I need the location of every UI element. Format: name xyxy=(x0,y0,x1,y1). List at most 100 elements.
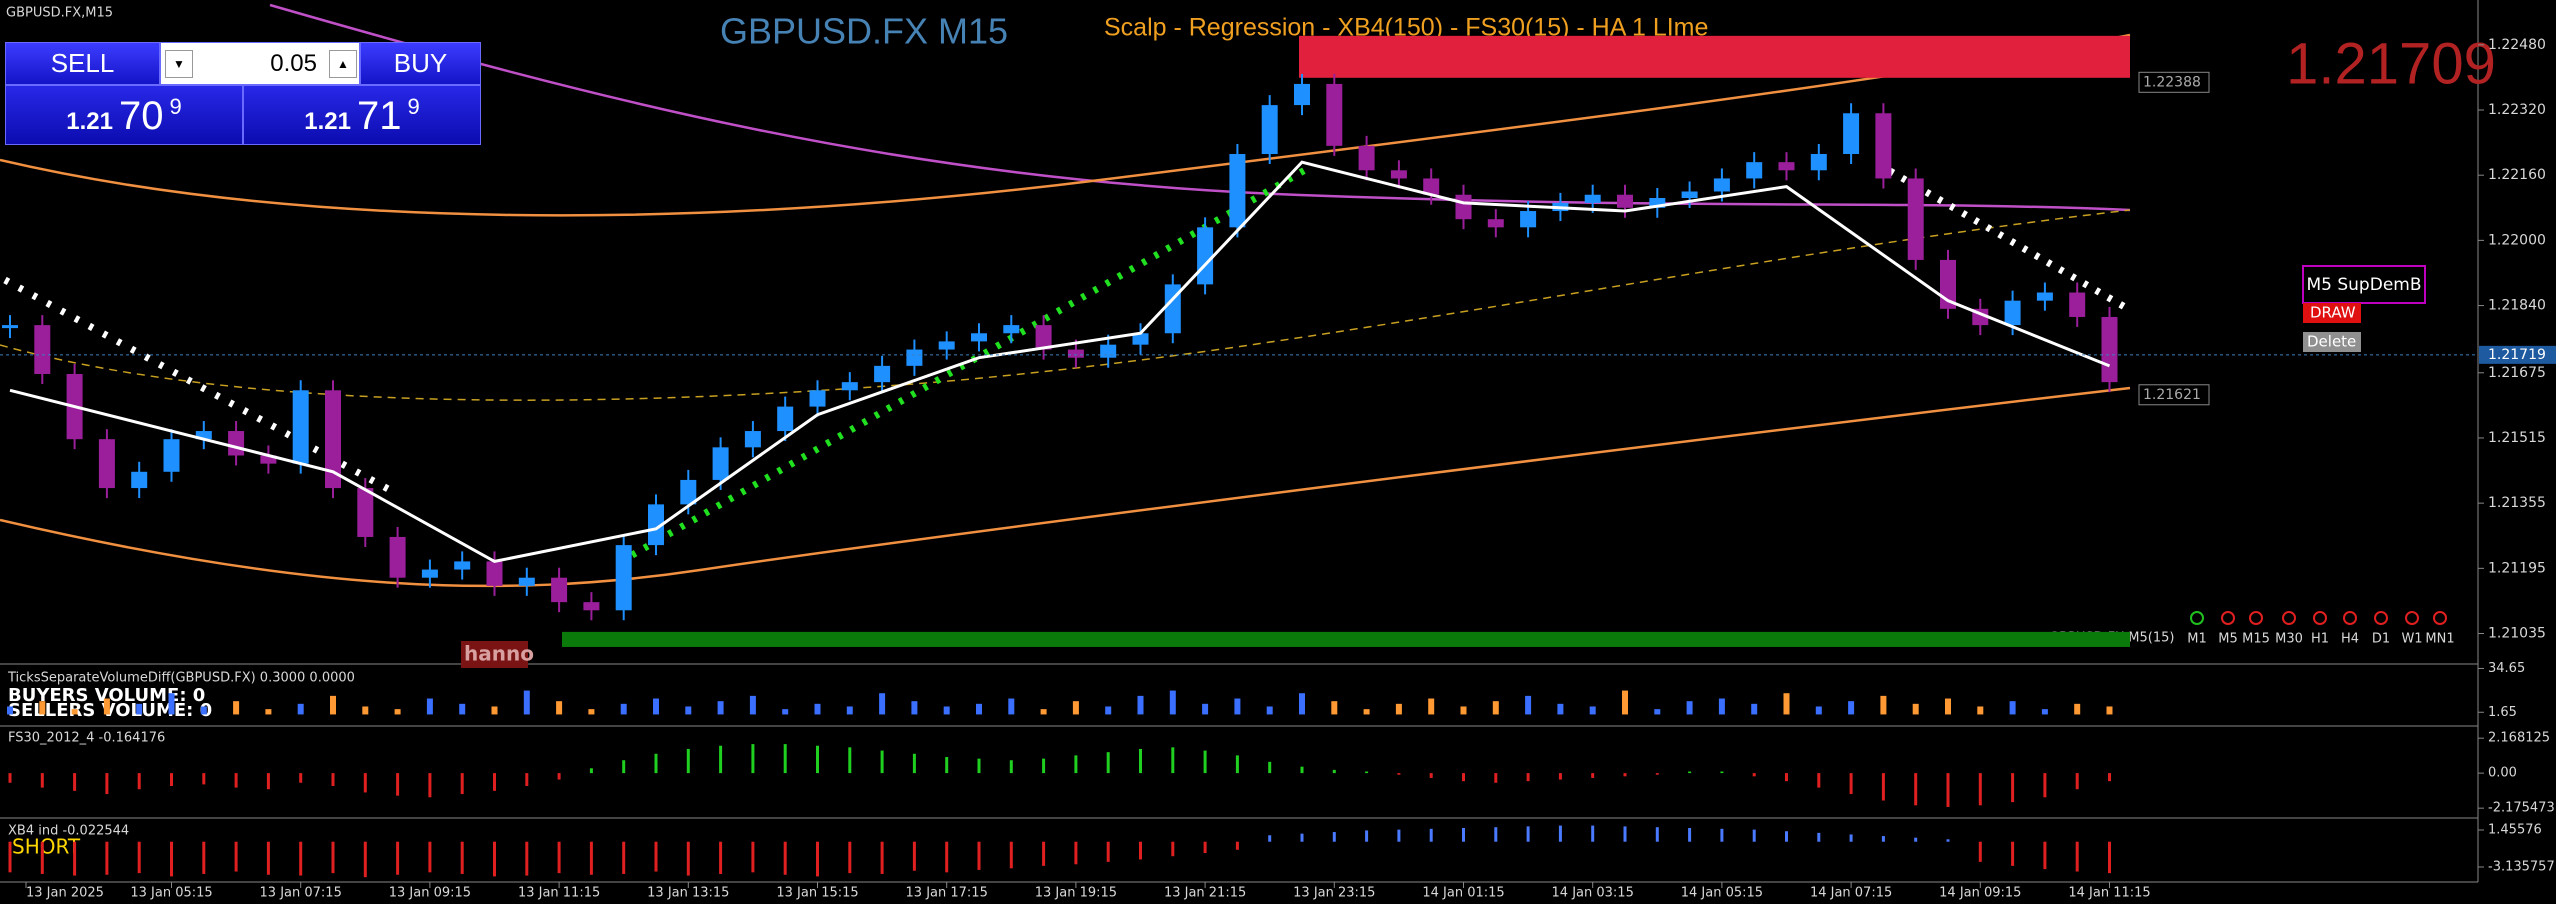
candle-body xyxy=(1358,145,1375,171)
tf-button[interactable]: W1 xyxy=(2401,632,2422,647)
volume-bar xyxy=(362,706,369,715)
chart-title: GBPUSD.FX M15 xyxy=(720,11,1008,52)
price-point: 9 xyxy=(407,94,420,119)
volume-bar xyxy=(1040,709,1047,715)
ha-up-steps xyxy=(618,166,1307,566)
candle-body xyxy=(1294,83,1310,106)
tf-button[interactable]: D1 xyxy=(2372,632,2390,647)
candle-body xyxy=(1681,191,1698,198)
draw-label[interactable]: DRAW xyxy=(2310,304,2356,322)
tf-indicator xyxy=(2313,611,2327,625)
tf-indicator xyxy=(2221,611,2235,625)
candle-body xyxy=(2004,300,2021,326)
tf-button[interactable]: M5 xyxy=(2218,632,2238,647)
volume-bar xyxy=(749,695,756,715)
candle-body xyxy=(389,536,406,578)
volume-bar xyxy=(1848,701,1855,715)
volume-bar xyxy=(1686,701,1693,715)
candle-body xyxy=(1229,154,1246,228)
sell-button[interactable]: SELL xyxy=(5,42,160,85)
candle-body xyxy=(292,390,309,464)
hanno-label: hanno xyxy=(464,642,534,666)
lot-input[interactable]: 0.05 xyxy=(160,42,360,85)
lot-up[interactable]: ▲ xyxy=(329,50,357,78)
y-tick-label: 0.00 xyxy=(2488,766,2517,781)
volume-bar xyxy=(168,693,175,715)
tf-button[interactable]: M15 xyxy=(2242,632,2270,647)
draw-button[interactable] xyxy=(2303,303,2361,323)
bid-price: 1.21709 xyxy=(2286,31,2496,96)
candle-body xyxy=(841,382,858,391)
buy-button[interactable]: BUY xyxy=(360,42,481,85)
volume-bar xyxy=(1234,698,1241,715)
volume-bar xyxy=(1137,695,1144,715)
candle-body xyxy=(2,325,18,329)
candle-body xyxy=(1067,349,1084,358)
y-tick-label: 1.65 xyxy=(2488,705,2517,720)
sell-price[interactable]: 1.21 70 9 xyxy=(5,85,243,145)
candle-body xyxy=(1713,178,1730,192)
volume-bar xyxy=(200,706,207,715)
candle-body xyxy=(1197,227,1214,285)
candle-body xyxy=(551,577,568,603)
tf-button[interactable]: MN1 xyxy=(2425,632,2454,647)
candle-body xyxy=(615,545,632,611)
y-tick-label: 1.45576 xyxy=(2488,822,2542,837)
symbol-label: GBPUSD.FX,M15 xyxy=(6,6,113,21)
y-tick-label: 34.65 xyxy=(2488,661,2525,676)
volume-bar xyxy=(1589,706,1596,715)
lot-down[interactable]: ▼ xyxy=(165,50,193,78)
delete-button[interactable] xyxy=(2303,332,2361,352)
tf-button[interactable]: H1 xyxy=(2311,632,2329,647)
level-label: 1.21621 xyxy=(2143,387,2201,403)
tf-button[interactable]: M1 xyxy=(2187,632,2207,647)
candle-body xyxy=(98,439,115,489)
ma-purple xyxy=(269,3,2131,212)
demand-zone xyxy=(562,631,2130,647)
volume-bar xyxy=(1945,698,1951,715)
x-tick-label: 13 Jan 23:15 xyxy=(1293,886,1375,901)
volume-bar xyxy=(1008,698,1015,715)
sellers-volume: SELLERS VOLUME: 0 xyxy=(8,700,212,721)
y-tick-label: -2.175473 xyxy=(2488,801,2555,816)
buy-price[interactable]: 1.21 71 9 xyxy=(243,85,481,145)
volume-bar xyxy=(1202,703,1209,715)
tf-indicator xyxy=(2433,611,2447,625)
volume-bar xyxy=(2009,701,2016,715)
candle-body xyxy=(1810,154,1827,171)
volume-bar xyxy=(330,695,336,715)
candle-body xyxy=(518,577,535,586)
candle-body xyxy=(1649,198,1666,208)
tf-button[interactable]: M30 xyxy=(2275,632,2303,647)
candle-body xyxy=(34,325,51,374)
candle-body xyxy=(1487,219,1504,228)
volume-bar xyxy=(1815,706,1822,715)
delete-label[interactable]: Delete xyxy=(2307,333,2356,351)
candle-body xyxy=(1100,344,1117,358)
volume-bar xyxy=(103,698,110,715)
volume-bar xyxy=(523,690,530,715)
volume-bar xyxy=(71,709,78,715)
x-tick-label: 13 Jan 05:15 xyxy=(130,886,212,901)
volume-bar xyxy=(717,701,724,715)
volume-bar xyxy=(1363,709,1370,715)
regression-upper xyxy=(0,33,2131,217)
volume-bar xyxy=(1912,703,1919,715)
candle-body xyxy=(1035,325,1052,350)
volume-bar xyxy=(491,706,498,715)
volume-bar xyxy=(1428,698,1435,715)
candle-body xyxy=(260,455,277,464)
tf-button[interactable]: H4 xyxy=(2341,632,2359,647)
volume-bar xyxy=(1718,698,1725,715)
volume-bar xyxy=(1395,703,1402,715)
candle-body xyxy=(744,431,761,448)
candle-body xyxy=(1746,162,1763,179)
price-pips: 71 xyxy=(356,94,402,138)
candle-body xyxy=(131,471,148,489)
volume-bar xyxy=(879,693,886,715)
x-tick-label: 13 Jan 17:15 xyxy=(906,886,988,901)
candle-body xyxy=(680,479,697,505)
candle-body xyxy=(1778,162,1795,171)
